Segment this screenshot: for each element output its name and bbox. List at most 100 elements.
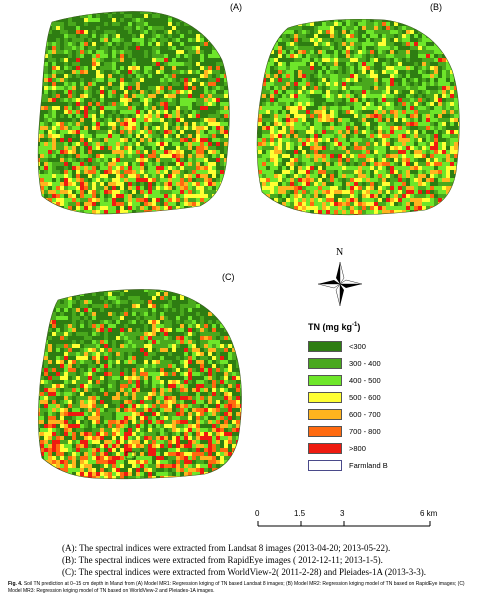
raster-cell <box>38 50 40 54</box>
raster-cell <box>84 102 88 106</box>
raster-cell <box>112 78 116 82</box>
raster-cell <box>84 138 88 142</box>
raster-cell <box>208 102 212 106</box>
raster-cell <box>40 170 44 174</box>
raster-cell <box>180 202 184 206</box>
raster-cell <box>362 66 366 70</box>
raster-cell <box>378 130 382 134</box>
raster-cell <box>68 186 72 190</box>
raster-cell <box>124 134 128 138</box>
raster-cell <box>330 154 334 158</box>
raster-cell <box>208 114 212 118</box>
raster-cell <box>394 194 398 198</box>
raster-cell <box>196 86 200 90</box>
raster-cell <box>108 202 112 206</box>
raster-cell <box>310 162 314 166</box>
raster-cell <box>204 50 208 54</box>
raster-cell <box>350 162 354 166</box>
raster-cell <box>286 190 290 194</box>
raster-cell <box>450 86 454 90</box>
raster-cell <box>290 78 294 82</box>
raster-cell <box>422 138 426 142</box>
raster-cell <box>96 66 100 70</box>
raster-cell <box>326 134 330 138</box>
raster-cell <box>164 98 168 102</box>
raster-cell <box>406 94 410 98</box>
raster-cell <box>164 154 168 158</box>
raster-cell <box>224 98 228 102</box>
raster-cell <box>96 38 100 42</box>
raster-cell <box>370 102 374 106</box>
raster-cell <box>216 150 220 154</box>
raster-cell <box>334 19 338 22</box>
raster-cell <box>56 178 60 182</box>
raster-cell <box>422 38 426 42</box>
raster-cell <box>366 126 370 130</box>
raster-cell <box>266 146 270 150</box>
raster-cell <box>318 90 322 94</box>
raster-cell <box>286 62 290 66</box>
raster-cell <box>112 18 116 22</box>
raster-cell <box>152 214 156 215</box>
raster-cell <box>56 46 60 50</box>
raster-cell <box>96 198 100 202</box>
raster-cell <box>76 202 80 206</box>
raster-cell <box>450 54 454 58</box>
raster-cell <box>196 62 200 66</box>
raster-cell <box>366 58 370 62</box>
raster-cell <box>100 54 104 58</box>
raster-cell <box>192 134 196 138</box>
raster-cell <box>338 198 342 202</box>
raster-cell <box>164 202 168 206</box>
raster-cell <box>188 198 192 202</box>
raster-cell <box>192 190 196 194</box>
raster-cell <box>124 54 128 58</box>
raster-cell <box>278 190 282 194</box>
raster-cell <box>282 66 286 70</box>
raster-cell <box>160 46 164 50</box>
raster-cell <box>48 158 52 162</box>
raster-cell <box>184 102 188 106</box>
raster-cell <box>48 110 52 114</box>
raster-cell <box>330 150 334 154</box>
raster-cell <box>382 82 386 86</box>
raster-cell <box>306 130 310 134</box>
raster-cell <box>136 142 140 146</box>
raster-cell <box>426 90 430 94</box>
raster-cell <box>132 118 136 122</box>
raster-cell <box>446 90 450 94</box>
raster-cell <box>322 190 326 194</box>
raster-cell <box>104 214 108 215</box>
raster-cell <box>204 166 208 170</box>
raster-cell <box>228 158 230 162</box>
raster-cell <box>92 46 96 50</box>
raster-cell <box>454 34 458 38</box>
raster-cell <box>430 46 434 50</box>
raster-cell <box>144 162 148 166</box>
raster-cell <box>132 62 136 66</box>
raster-cell <box>390 150 394 154</box>
raster-cell <box>262 174 266 178</box>
raster-cell <box>124 14 128 18</box>
raster-cell <box>204 114 208 118</box>
raster-cell <box>294 26 298 30</box>
raster-cell <box>286 42 290 46</box>
raster-cell <box>72 178 76 182</box>
raster-cell <box>184 138 188 142</box>
raster-cell <box>148 162 152 166</box>
raster-cell <box>314 34 318 38</box>
raster-cell <box>366 150 370 154</box>
raster-cell <box>434 66 438 70</box>
raster-cell <box>92 162 96 166</box>
raster-cell <box>100 22 104 26</box>
raster-cell <box>112 194 116 198</box>
raster-cell <box>442 74 446 78</box>
raster-cell <box>430 90 434 94</box>
raster-cell <box>414 170 418 174</box>
raster-cell <box>358 74 362 78</box>
raster-cell <box>96 82 100 86</box>
raster-cell <box>60 70 64 74</box>
raster-cell <box>294 102 298 106</box>
raster-cell <box>208 82 212 86</box>
raster-cell <box>192 62 196 66</box>
